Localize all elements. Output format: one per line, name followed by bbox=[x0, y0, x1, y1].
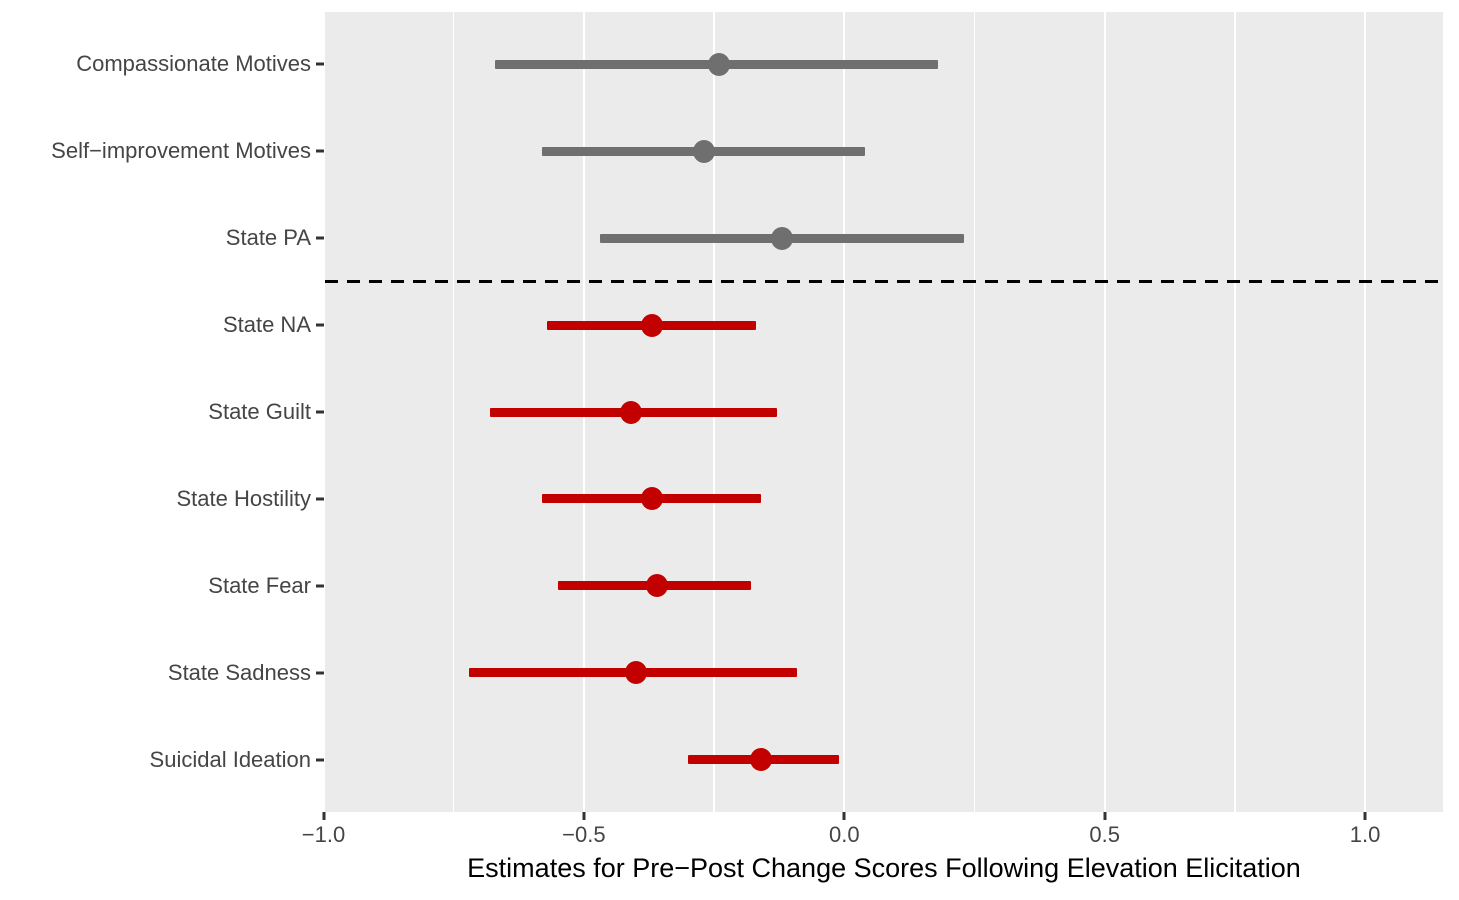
major-gridline bbox=[843, 12, 846, 812]
y-axis-tick-mark bbox=[316, 323, 324, 327]
y-axis-tick-mark bbox=[316, 149, 324, 153]
point-estimate-marker bbox=[708, 52, 731, 76]
x-axis-tick-mark bbox=[1363, 812, 1367, 820]
point-estimate-marker bbox=[619, 400, 642, 424]
x-axis-tick-mark bbox=[1103, 812, 1107, 820]
y-axis-tick-mark bbox=[316, 671, 324, 675]
y-axis-category-label: State Hostility bbox=[176, 485, 312, 511]
point-estimate-marker bbox=[692, 139, 715, 163]
x-axis-tick-label: −0.5 bbox=[562, 822, 606, 847]
y-axis-category-label: State Fear bbox=[208, 572, 311, 598]
major-gridline bbox=[1363, 12, 1367, 812]
y-axis-category-label: State Sadness bbox=[167, 659, 311, 685]
x-axis-tick-label: 1.0 bbox=[1349, 822, 1381, 847]
point-estimate-marker bbox=[624, 661, 647, 685]
x-axis-tick-label: −1.0 bbox=[301, 822, 346, 847]
y-axis-tick-mark bbox=[316, 758, 324, 762]
point-estimate-marker bbox=[645, 574, 668, 598]
plot-panel bbox=[325, 12, 1443, 812]
y-axis-tick-mark bbox=[316, 410, 324, 414]
y-axis-tick-mark bbox=[316, 584, 324, 588]
x-axis-tick-mark bbox=[582, 812, 586, 820]
point-estimate-marker bbox=[640, 313, 663, 337]
minor-gridline bbox=[1234, 12, 1236, 812]
y-axis-tick-mark bbox=[316, 62, 324, 66]
y-axis-category-label: State Guilt bbox=[208, 399, 311, 424]
y-axis-category-label: Suicidal Ideation bbox=[149, 746, 311, 772]
y-axis-category-label: Compassionate Motives bbox=[76, 51, 311, 77]
y-axis-category-label: State PA bbox=[225, 225, 311, 251]
major-gridline bbox=[1103, 12, 1106, 812]
x-axis-tick-mark bbox=[842, 812, 846, 820]
y-axis-tick-mark bbox=[316, 497, 324, 501]
x-axis-title: Estimates for Pre−Post Change Scores Fol… bbox=[467, 853, 1301, 883]
minor-gridline bbox=[453, 12, 455, 812]
x-axis-tick-label: 0.0 bbox=[829, 822, 860, 847]
point-estimate-marker bbox=[770, 226, 793, 250]
y-axis-category-label: State NA bbox=[222, 312, 311, 338]
y-axis-tick-mark bbox=[316, 236, 324, 240]
minor-gridline bbox=[973, 12, 976, 812]
x-axis-tick-mark bbox=[322, 812, 325, 820]
dashed-separator-line bbox=[325, 280, 1443, 284]
point-estimate-marker bbox=[749, 748, 772, 772]
point-estimate-marker bbox=[640, 487, 663, 511]
x-axis-tick-label: 0.5 bbox=[1089, 822, 1120, 847]
y-axis-category-label: Self−improvement Motives bbox=[51, 138, 311, 164]
